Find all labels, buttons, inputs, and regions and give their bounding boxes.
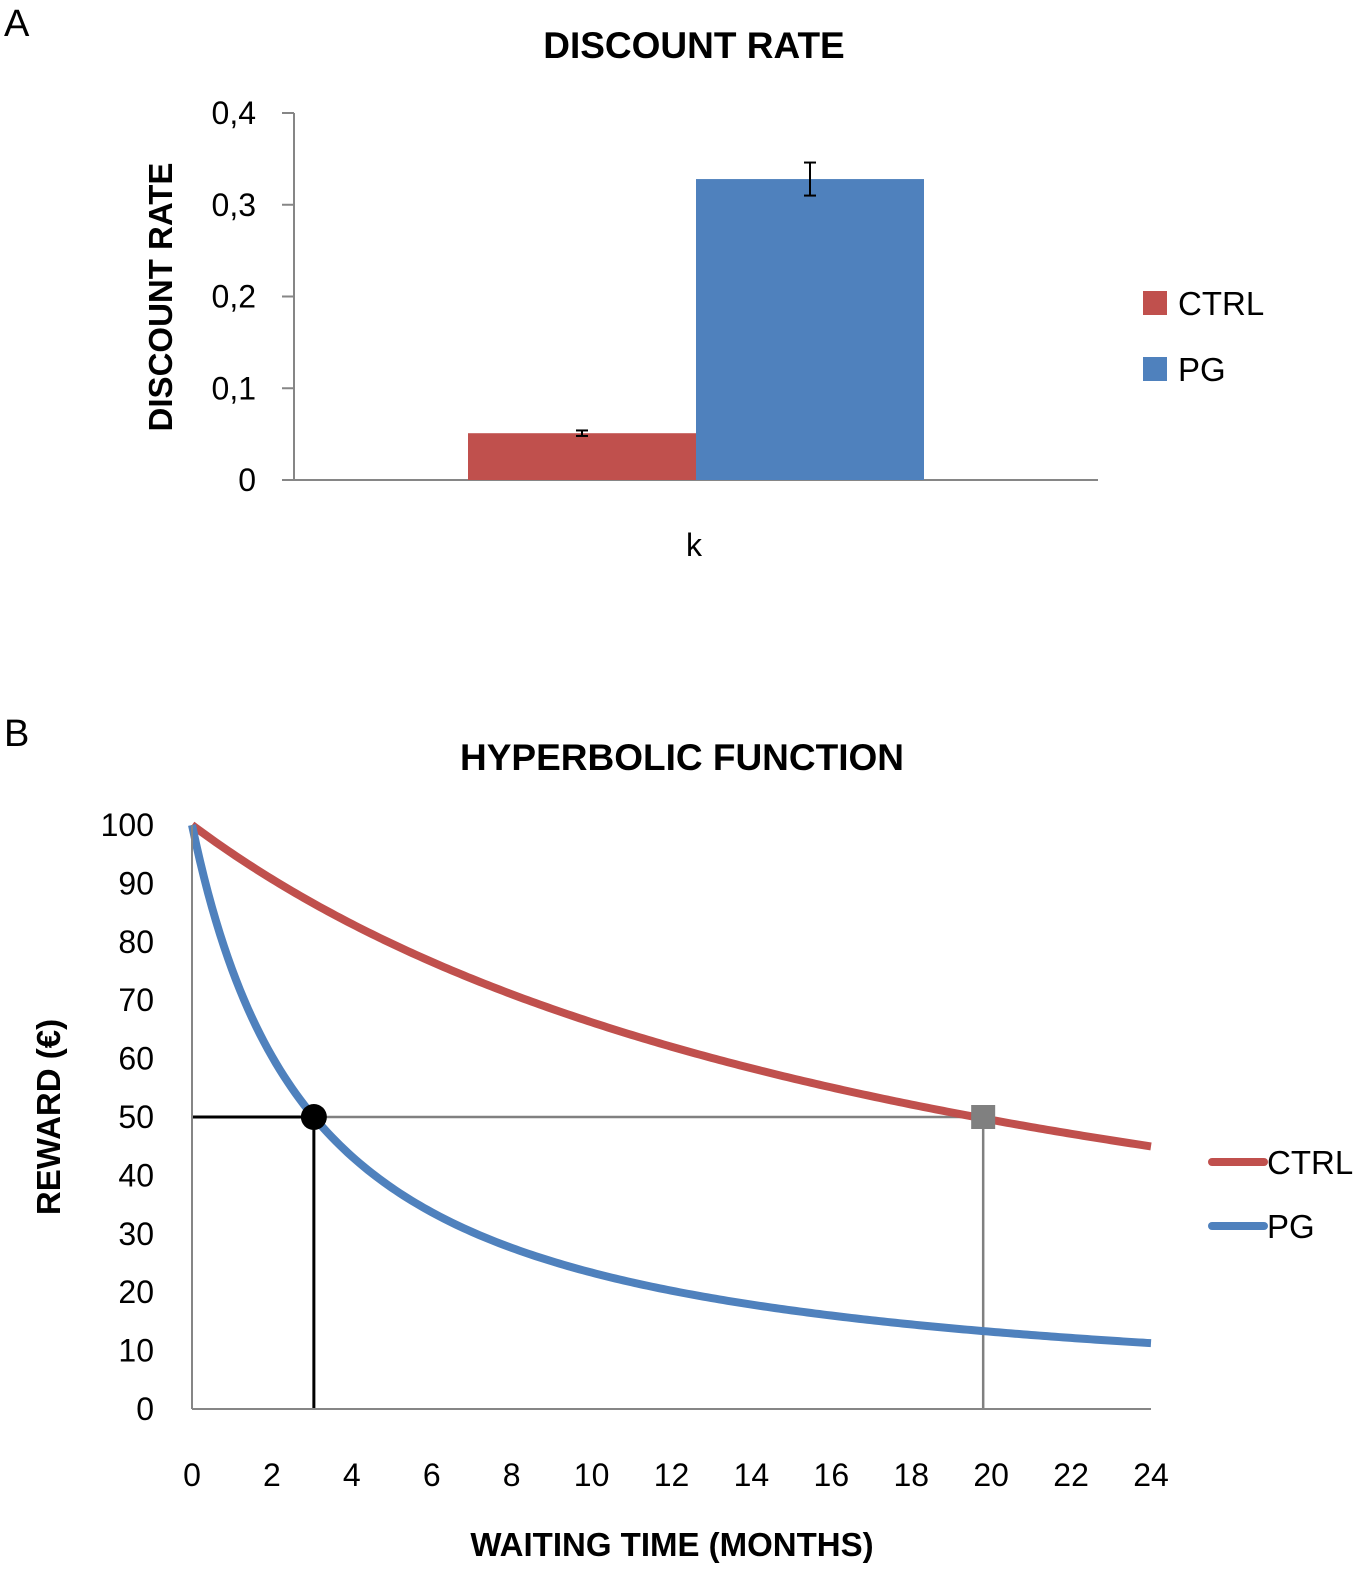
- panel-b-axes: [191, 825, 1151, 1410]
- panel-b-legend: CTRL PG: [1208, 1144, 1353, 1245]
- legend-swatch-ctrl: [1143, 291, 1167, 315]
- panel-a-discount-rate-chart: A DISCOUNT RATE DISCOUNT RATE 0 0,1 0,2 0,3…: [4, 3, 1264, 563]
- y-tick-label: 0,2: [212, 279, 256, 315]
- x-tick-label: 4: [343, 1457, 361, 1493]
- series-line-pg: [188, 824, 1152, 1348]
- panel-a-legend: CTRL PG: [1143, 285, 1264, 388]
- x-tick-label: 18: [893, 1457, 929, 1493]
- panel-a-title: DISCOUNT RATE: [543, 25, 844, 66]
- panel-b-x-axis-title: WAITING TIME (MONTHS): [470, 1526, 873, 1563]
- legend-label-pg: PG: [1267, 1208, 1315, 1245]
- panel-b-reference-lines: [192, 1115, 985, 1409]
- y-tick-label: 0,3: [212, 187, 256, 223]
- panel-b-markers: [300, 1104, 996, 1130]
- legend-label-ctrl: CTRL: [1178, 285, 1264, 322]
- legend-label-pg: PG: [1178, 351, 1226, 388]
- y-tick-label: 50: [118, 1099, 154, 1135]
- x-tick-label: 0: [183, 1457, 201, 1493]
- x-tick-label: 8: [503, 1457, 521, 1493]
- legend-swatch-pg: [1143, 357, 1167, 381]
- panel-b-y-axis-title: REWARD (€): [30, 1019, 67, 1215]
- panel-a-y-ticks: 0 0,1 0,2 0,3 0,4: [212, 95, 294, 498]
- y-tick-label: 100: [101, 807, 154, 843]
- y-tick-label: 0: [136, 1391, 154, 1427]
- x-tick-label: 20: [973, 1457, 1009, 1493]
- x-tick-label: 22: [1053, 1457, 1089, 1493]
- x-tick-label: 24: [1133, 1457, 1169, 1493]
- panel-b-hyperbolic-chart: B HYPERBOLIC FUNCTION REWARD (€) WAITING…: [4, 713, 1353, 1563]
- series-line-ctrl: [189, 821, 1152, 1151]
- bar-pg: [696, 179, 924, 480]
- panel-a-bars: [468, 161, 924, 480]
- x-tick-label: 6: [423, 1457, 441, 1493]
- marker-square: [971, 1105, 996, 1129]
- panel-b-letter: B: [4, 713, 29, 755]
- panel-a-letter: A: [4, 3, 30, 45]
- y-tick-label: 20: [118, 1274, 154, 1310]
- x-tick-label: 14: [734, 1457, 770, 1493]
- y-tick-label: 30: [118, 1216, 154, 1252]
- marker-circle: [300, 1104, 327, 1130]
- legend-label-ctrl: CTRL: [1267, 1144, 1353, 1181]
- x-tick-label: 12: [654, 1457, 690, 1493]
- y-tick-label: 70: [118, 982, 154, 1018]
- y-tick-label: 60: [118, 1041, 154, 1077]
- y-tick-label: 0: [238, 462, 256, 498]
- panel-b-series-lines: [188, 821, 1152, 1348]
- y-tick-label: 80: [118, 924, 154, 960]
- x-tick-label: 10: [574, 1457, 610, 1493]
- y-tick-label: 0,1: [212, 370, 256, 406]
- panel-a-category-label: k: [686, 527, 703, 563]
- panel-a-axes: [282, 113, 1098, 481]
- y-tick-label: 40: [118, 1157, 154, 1193]
- y-tick-label: 0,4: [212, 95, 256, 131]
- x-tick-label: 16: [814, 1457, 850, 1493]
- y-tick-label: 10: [118, 1333, 154, 1369]
- panel-a-y-axis-title: DISCOUNT RATE: [142, 163, 179, 432]
- bar-ctrl: [468, 433, 696, 480]
- x-tick-label: 2: [263, 1457, 281, 1493]
- panel-b-title: HYPERBOLIC FUNCTION: [460, 737, 904, 778]
- y-tick-label: 90: [118, 865, 154, 901]
